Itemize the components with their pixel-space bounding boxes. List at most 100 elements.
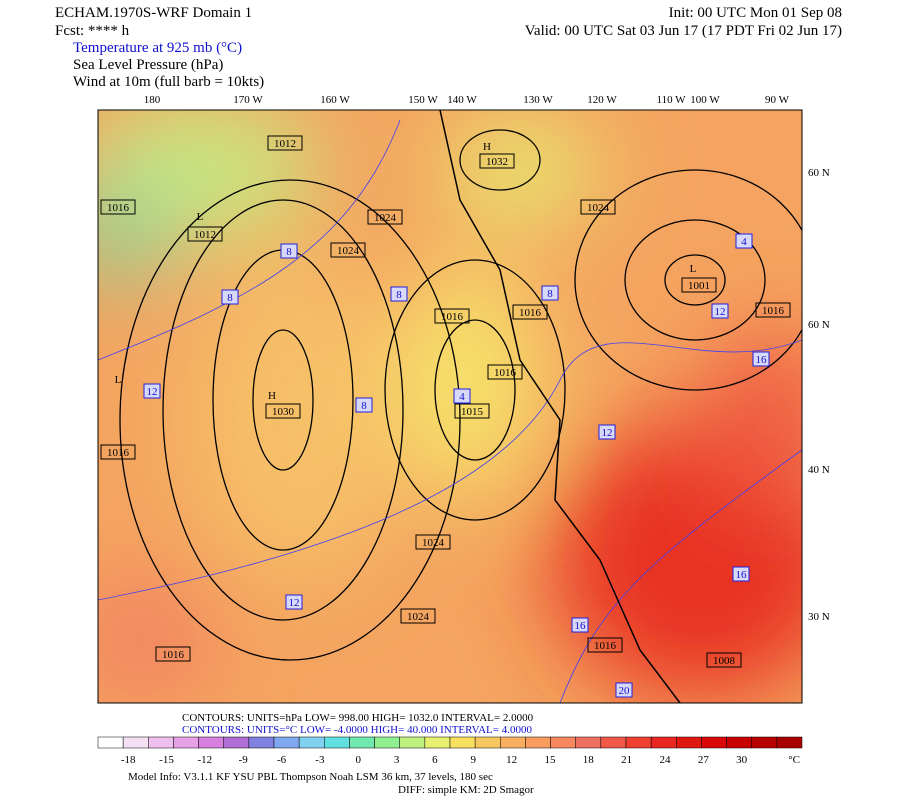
pressure-label: 1016 <box>519 307 542 319</box>
pressure-label: 1032 <box>486 156 508 168</box>
temperature-label: 12 <box>602 427 613 439</box>
temperature-label: 16 <box>575 620 587 632</box>
temperature-label-box <box>615 682 633 698</box>
temperature-label-box <box>598 424 616 440</box>
colorbar-cell <box>726 736 752 749</box>
temperature-label-box <box>453 388 471 404</box>
pressure-label-box <box>580 199 616 215</box>
header-left: ECHAM.1970S-WRF Domain 1 <box>55 5 252 21</box>
pressure-center: L <box>115 374 122 386</box>
lon-label: 120 W <box>587 94 617 106</box>
pressure-label-box <box>330 242 366 258</box>
colorbar-cell <box>449 736 476 749</box>
colorbar-cell <box>474 736 501 749</box>
map-labels: 180 170 W 160 W 150 W 140 W 130 W 120 W 110 W 10… <box>100 94 830 698</box>
colorbar-cell <box>424 736 451 749</box>
model-info: Model Info: V3.1.1 KF YSU PBL Thompson N… <box>128 771 493 783</box>
pressure-center: L <box>690 263 697 275</box>
pressure-label: 1008 <box>713 655 736 667</box>
pressure-label-box <box>100 199 136 215</box>
temperature-label: 16 <box>736 569 748 581</box>
colorbar-cell <box>625 736 652 749</box>
temperature-label-box <box>541 285 559 301</box>
pressure-center: H <box>483 141 491 153</box>
lon-label: 180 <box>144 94 161 106</box>
pressure-label: 1016 <box>107 447 130 459</box>
pressure-label-box <box>479 153 515 169</box>
field-name: Sea Level Pressure (hPa) <box>73 57 223 73</box>
map-frame <box>97 109 803 704</box>
temperature-label: 4 <box>459 391 465 403</box>
colorbar-cell <box>148 736 174 749</box>
colorbar-cell <box>676 736 702 749</box>
temperature-label: 20 <box>619 685 631 697</box>
pressure-label: 1001 <box>688 280 710 292</box>
temperature-label: 4 <box>741 236 747 248</box>
colorbar-cell <box>298 736 325 749</box>
colorbar-tick-label: 15 <box>544 754 556 766</box>
temperature-label: 8 <box>547 288 553 300</box>
temperature-label: 8 <box>361 400 367 412</box>
pressure-label: 1012 <box>194 229 216 241</box>
colorbar-cell <box>701 736 727 749</box>
colorbar-cell <box>273 736 300 749</box>
pressure-label: 1024 <box>587 202 610 214</box>
temperature-label-box <box>752 351 770 367</box>
colorbar-cell <box>248 736 275 749</box>
colorbar-cell <box>650 736 677 749</box>
pressure-center: L <box>197 211 204 223</box>
colorbar-cell <box>97 736 124 749</box>
field-name: Wind at 10m (full barb = 10kts) <box>73 74 264 90</box>
temperature-label-box <box>390 286 408 302</box>
colorbar-tick-label: -9 <box>239 754 249 766</box>
temperature-label: 12 <box>147 386 158 398</box>
header: ECHAM.1970S-WRF Domain 1 Fcst: **** h In… <box>55 5 842 90</box>
pressure-label-box <box>755 302 791 318</box>
pressure-label: 1016 <box>594 640 617 652</box>
pressure-label-box <box>681 277 717 293</box>
temperature-label: 8 <box>396 289 402 301</box>
pressure-label-box <box>367 209 403 225</box>
pressure-label: 1024 <box>407 611 430 623</box>
temperature-label: 12 <box>715 306 726 318</box>
temperature-label: 12 <box>289 597 300 609</box>
colorbar-cell <box>751 736 778 749</box>
pressure-label: 1012 <box>274 138 296 150</box>
colorbar-tick-label: 21 <box>621 754 632 766</box>
contour-info: CONTOURS: UNITS=hPa LOW= 998.00 HIGH= 10… <box>182 712 534 724</box>
lon-label: 140 W <box>447 94 477 106</box>
colorbar-tick-label: 0 <box>355 754 361 766</box>
pressure-label-box <box>415 534 451 550</box>
colorbar-cell <box>173 736 199 749</box>
pressure-label-box <box>512 304 548 320</box>
pressure-label-box <box>487 364 523 380</box>
pressure-label: 1016 <box>162 649 185 661</box>
lon-label: 160 W <box>320 94 350 106</box>
pressure-label: 1016 <box>107 202 130 214</box>
colorbar-tick-label: -12 <box>198 754 213 766</box>
pressure-label-box <box>267 135 303 151</box>
temperature-label-box <box>280 243 298 259</box>
colorbar-tick-label: -6 <box>277 754 287 766</box>
temperature-label: 16 <box>756 354 768 366</box>
pressure-label: 1024 <box>422 537 445 549</box>
pressure-label: 1030 <box>272 406 295 418</box>
colorbar-tick-label: -18 <box>121 754 136 766</box>
colorbar-cell <box>349 736 375 749</box>
pressure-label-box <box>434 308 470 324</box>
colorbar-tick-label: 12 <box>506 754 517 766</box>
lon-label: 130 W <box>523 94 553 106</box>
pressure-label-box <box>265 403 301 419</box>
header-right: Valid: 00 UTC Sat 03 Jun 17 (17 PDT Fri … <box>525 23 842 39</box>
pressure-label-box <box>400 608 436 624</box>
temperature-label-box <box>711 303 729 319</box>
temperature-label-box <box>143 383 161 399</box>
colorbar-tick-label: 3 <box>394 754 400 766</box>
lon-label: 90 W <box>765 94 790 106</box>
pressure-label-box <box>187 226 223 242</box>
header-left: Fcst: **** h <box>55 23 130 39</box>
pressure-center: H <box>268 390 276 402</box>
map-field <box>98 110 802 703</box>
colorbar-cell <box>374 736 400 749</box>
pressure-label: 1016 <box>494 367 517 379</box>
